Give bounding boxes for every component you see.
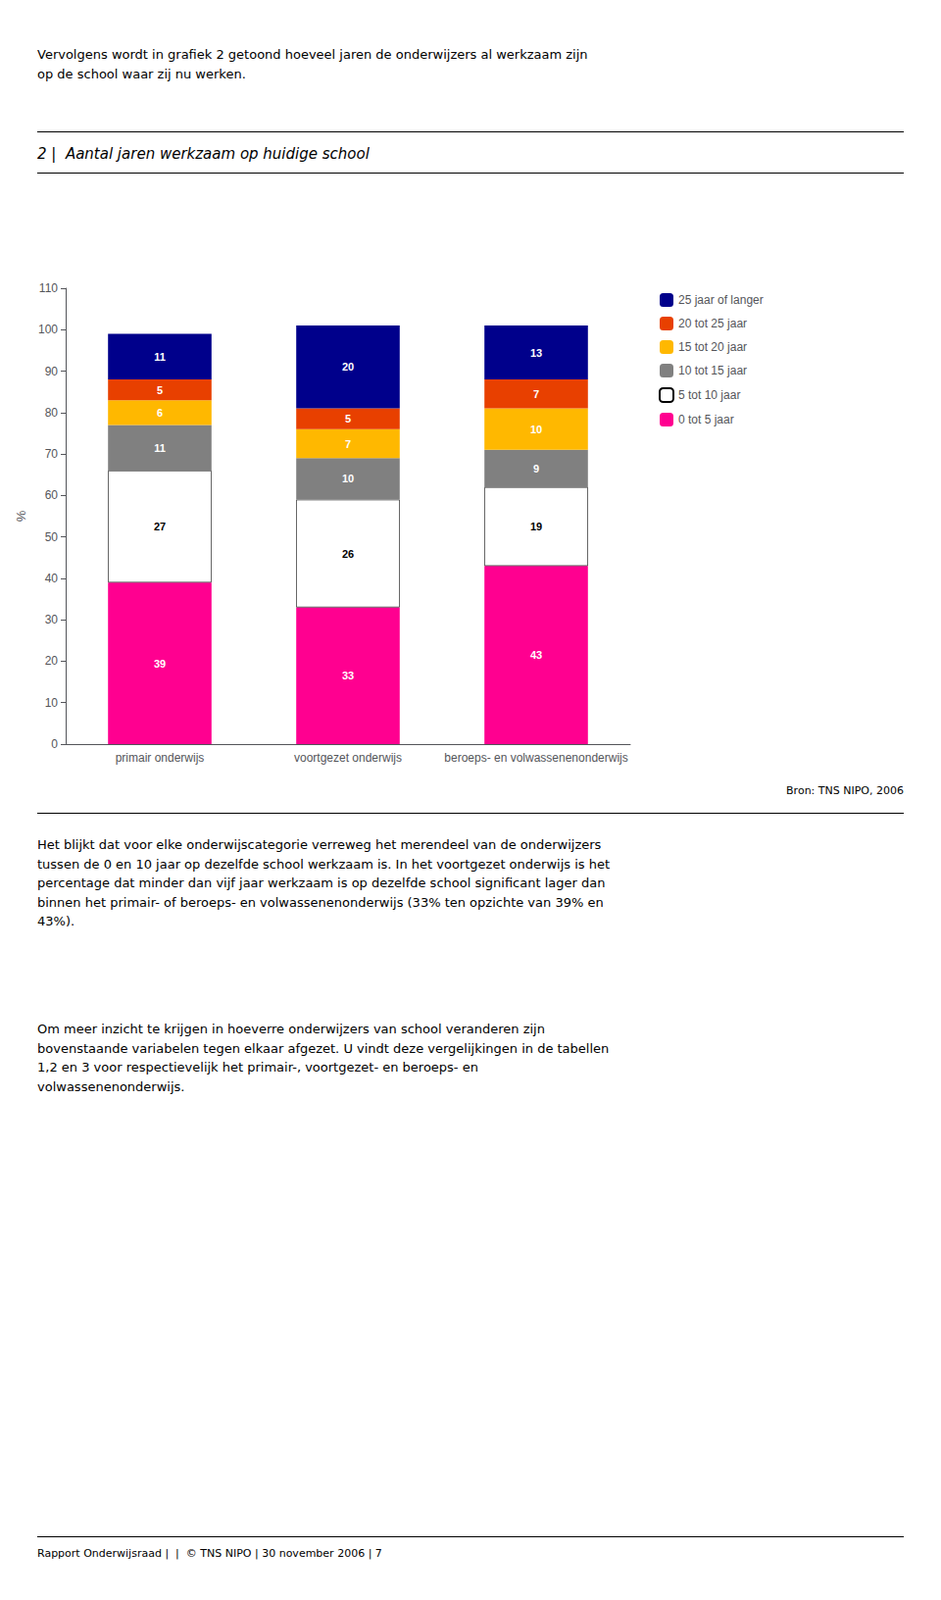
html-text:Het blijkt dat voor elke onder: Het blijkt dat voor elke onderwijscatego… [37, 837, 610, 929]
svg-text:0 tot 5 jaar: 0 tot 5 jaar [678, 412, 735, 427]
svg-text:13: 13 [530, 346, 543, 359]
svg-text:20: 20 [342, 360, 354, 373]
html-text:Bron: TNS NIPO, 2006: Bron: TNS NIPO, 2006 [786, 784, 904, 797]
svg-text:40: 40 [45, 571, 59, 586]
svg-text:5 tot 10 jaar: 5 tot 10 jaar [678, 388, 741, 402]
svg-text:10: 10 [530, 423, 543, 436]
svg-text:primair onderwijs: primair onderwijs [115, 750, 205, 765]
svg-text:voortgezet onderwijs: voortgezet onderwijs [294, 750, 402, 765]
svg-text:30: 30 [45, 612, 59, 627]
svg-text:10 tot 15 jaar: 10 tot 15 jaar [678, 363, 747, 378]
svg-text:0: 0 [50, 737, 58, 751]
html-text:Rapport Onderwijsraad | | © TN: Rapport Onderwijsraad | | © TNS NIPO | 3… [37, 1546, 383, 1560]
svg-text:10: 10 [342, 472, 354, 485]
svg-text:43: 43 [530, 648, 543, 661]
svg-text:50: 50 [45, 530, 59, 545]
html-text:Vervolgens wordt in grafiek 2: Vervolgens wordt in grafiek 2 getoond ho… [37, 47, 588, 81]
svg-text:11: 11 [153, 442, 166, 454]
svg-text:100: 100 [38, 322, 58, 337]
svg-text:80: 80 [45, 405, 59, 420]
html-text:2 | Aantal jaren werkzaam op h: 2 | Aantal jaren werkzaam op huidige sch… [37, 145, 370, 163]
svg-text:7: 7 [533, 388, 540, 400]
svg-text:60: 60 [45, 488, 59, 502]
svg-text:beroeps- en volwassenenonderwi: beroeps- en volwassenenonderwijs [444, 750, 628, 765]
svg-text:6: 6 [156, 406, 163, 419]
svg-text:20 tot 25 jaar: 20 tot 25 jaar [678, 316, 747, 331]
svg-text:5: 5 [345, 412, 351, 425]
svg-text:110: 110 [39, 281, 58, 296]
svg-text:27: 27 [153, 520, 166, 533]
svg-text:10: 10 [45, 695, 59, 710]
svg-text:7: 7 [345, 438, 351, 450]
svg-text:11: 11 [153, 350, 166, 363]
html-text:Om meer inzicht te krijgen in: Om meer inzicht te krijgen in hoeverre o… [37, 1021, 610, 1094]
svg-text:26: 26 [342, 547, 354, 560]
svg-text:25 jaar of langer: 25 jaar of langer [678, 293, 764, 307]
svg-text:33: 33 [342, 669, 354, 682]
svg-text:19: 19 [530, 520, 543, 533]
svg-text:5: 5 [156, 384, 163, 397]
svg-text:20: 20 [45, 653, 59, 668]
svg-text:39: 39 [153, 657, 166, 670]
svg-text:70: 70 [45, 446, 59, 461]
svg-text:90: 90 [45, 364, 59, 379]
svg-text:15 tot 20 jaar: 15 tot 20 jaar [678, 340, 747, 354]
svg-text:9: 9 [533, 462, 540, 475]
svg-text:%: % [13, 509, 29, 522]
